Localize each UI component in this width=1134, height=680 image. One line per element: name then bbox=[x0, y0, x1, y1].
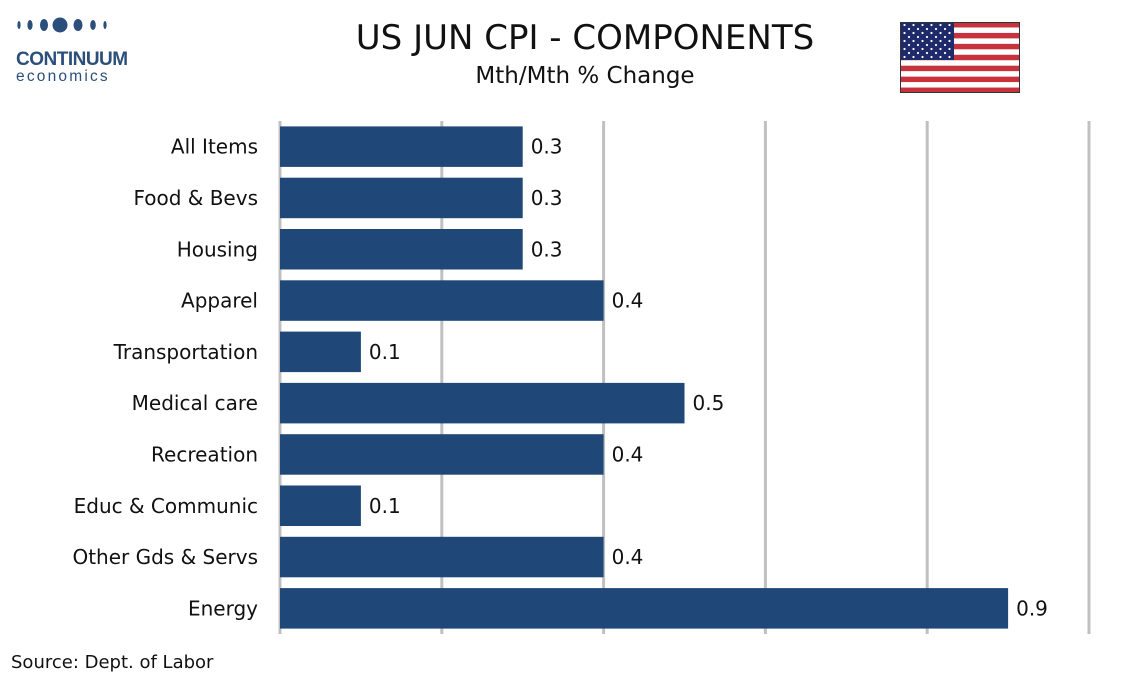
logo-dots-icon bbox=[17, 17, 107, 33]
category-label: Educ & Communic bbox=[74, 494, 258, 518]
bar-medical-care bbox=[280, 382, 685, 424]
category-label: Medical care bbox=[132, 391, 258, 415]
category-label: Apparel bbox=[181, 289, 258, 313]
bar-all-items bbox=[280, 126, 523, 167]
category-label: Transportation bbox=[113, 340, 258, 364]
category-label: Food & Bevs bbox=[133, 186, 258, 210]
value-label: 0.1 bbox=[369, 340, 401, 364]
source-note: Source: Dept. of Labor bbox=[11, 652, 214, 673]
bars bbox=[280, 126, 1009, 629]
value-label: 0.5 bbox=[693, 391, 725, 415]
value-label: 0.4 bbox=[612, 442, 644, 466]
bar-recreation bbox=[280, 434, 604, 475]
value-label: 0.3 bbox=[531, 186, 563, 210]
value-label: 0.1 bbox=[369, 494, 401, 518]
value-label: 0.4 bbox=[612, 289, 644, 313]
continuum-economics-logo: CONTINUUM economics bbox=[14, 14, 144, 85]
bar-food-bevs bbox=[280, 177, 523, 219]
bar-transportation bbox=[280, 331, 361, 373]
category-label: Energy bbox=[188, 596, 258, 620]
bar-educ-communic bbox=[280, 485, 361, 526]
category-label: Other Gds & Servs bbox=[72, 545, 258, 569]
value-label: 0.3 bbox=[531, 135, 563, 159]
bar-apparel bbox=[280, 280, 604, 321]
labels: All Items 0.3 Food & Bevs 0.3 Housing 0.3 Appa… bbox=[72, 135, 1047, 621]
value-label: 0.4 bbox=[612, 545, 644, 569]
category-label: Recreation bbox=[151, 442, 258, 466]
chart-title: US JUN CPI - COMPONENTS bbox=[355, 18, 815, 58]
bar-housing bbox=[280, 229, 523, 270]
logo-name-line1: CONTINUUM bbox=[16, 49, 128, 70]
category-label: All Items bbox=[171, 135, 258, 159]
category-label: Housing bbox=[177, 237, 258, 261]
chart-subtitle: Mth/Mth % Change bbox=[475, 63, 695, 89]
us-flag-icon bbox=[900, 22, 1020, 93]
value-label: 0.9 bbox=[1016, 596, 1048, 620]
bar-energy bbox=[280, 588, 1009, 629]
logo-name-line2: economics bbox=[16, 68, 110, 85]
bar-other-gds-servs bbox=[280, 536, 604, 578]
value-label: 0.3 bbox=[531, 237, 563, 261]
